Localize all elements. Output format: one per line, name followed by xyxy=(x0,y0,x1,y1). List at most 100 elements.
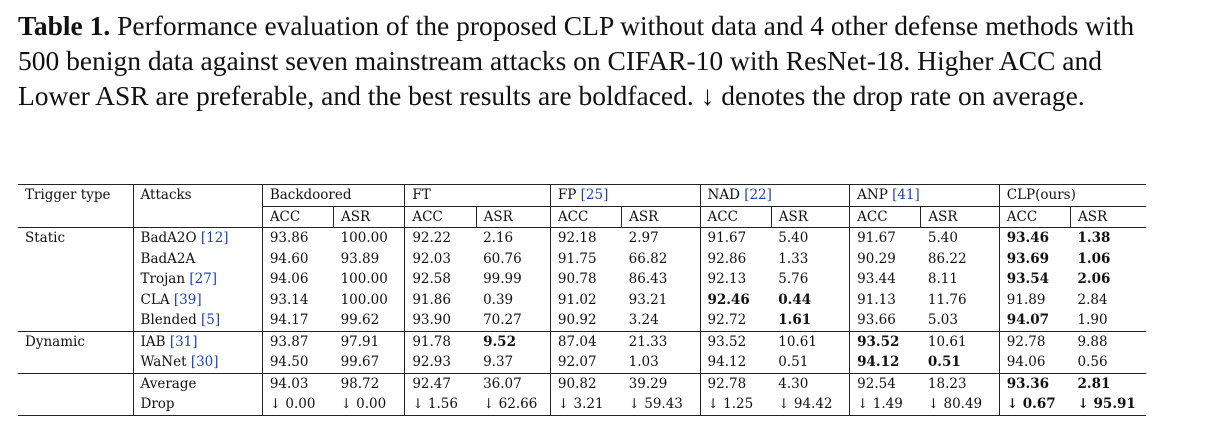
table-row: CLA [39] 93.14 100.00 91.86 0.39 91.02 93.21 92… xyxy=(18,289,1146,310)
asr-value-cell: 0.56 xyxy=(1077,354,1108,370)
acc-value-cell: 94.06 xyxy=(269,271,309,287)
header-asr: ASR xyxy=(333,206,406,228)
table-row: Drop ↓ 0.00 ↓ 0.00 ↓ 1.56 ↓ 62.66 ↓ 3.21 ↓ 59.… xyxy=(18,394,1146,416)
acc-value-cell: 92.18 xyxy=(550,227,622,249)
table-caption: Table 1. Performance evaluation of the p… xyxy=(18,8,1178,113)
trigger-type-cell xyxy=(18,248,134,269)
trigger-type-cell xyxy=(18,372,134,394)
acc-value-cell: 91.67 xyxy=(849,227,921,249)
asr-value-cell: 2.84 xyxy=(1077,291,1108,308)
asr-value-cell: 86.22 xyxy=(920,248,1000,269)
asr-value-cell: 1.03 xyxy=(621,352,701,373)
asr-value-cell: 4.30 xyxy=(771,372,851,394)
asr-value-cell: 39.29 xyxy=(621,372,701,394)
attack-name: IAB xyxy=(140,333,170,350)
asr-value-cell: 5.40 xyxy=(920,227,1000,249)
acc-value-cell: 90.78 xyxy=(557,271,597,287)
asr-value-cell: 99.62 xyxy=(333,310,406,331)
asr-value-cell: 70.27 xyxy=(476,310,551,331)
acc-value-cell: ↓ 1.56 xyxy=(404,394,477,416)
header-acc: ACC xyxy=(999,206,1072,228)
citation-link[interactable]: [27] xyxy=(189,271,218,287)
acc-value-cell: 93.52 xyxy=(849,330,921,352)
citation-link[interactable]: [30] xyxy=(190,354,219,370)
acc-value-cell: 93.54 xyxy=(1006,271,1050,287)
acc-value-cell: 90.92 xyxy=(557,312,597,328)
asr-value-cell: 100.00 xyxy=(333,227,406,249)
acc-value-cell: 92.86 xyxy=(707,250,747,267)
header-asr: ASR xyxy=(476,206,551,228)
citation-link[interactable]: [5] xyxy=(201,312,221,328)
header-method-anp: ANP [41] xyxy=(849,184,1000,207)
asr-value-cell: 99.99 xyxy=(476,269,551,290)
attack-name: BadA2O xyxy=(140,230,201,246)
citation-link[interactable]: [31] xyxy=(169,333,198,350)
table-row: BadA2A 94.60 93.89 92.03 60.76 91.75 66.82 92.8… xyxy=(18,248,1146,269)
acc-value-cell: 92.93 xyxy=(412,354,451,370)
attack-cell: WaNet [30] xyxy=(133,352,263,373)
asr-value-cell: 9.37 xyxy=(476,352,551,373)
acc-value-cell: 93.36 xyxy=(999,372,1071,394)
header-row-methods: Trigger type Attacks Backdoored FT FP [2… xyxy=(18,184,1146,207)
attack-cell: CLA [39] xyxy=(133,289,263,310)
asr-value-cell: ↓ 62.66 xyxy=(476,394,551,416)
acc-value-cell: 90.29 xyxy=(857,250,896,267)
attack-name: Average xyxy=(140,375,197,392)
asr-value-cell: 97.91 xyxy=(333,330,406,352)
asr-value-cell: ↓ 59.43 xyxy=(621,394,701,416)
acc-value-cell: 92.78 xyxy=(700,372,772,394)
citation-link[interactable]: [39] xyxy=(173,291,202,308)
citation-link[interactable]: [12] xyxy=(200,230,229,246)
table-row: Trojan [27] 94.06 100.00 92.58 99.99 90.78 86.… xyxy=(18,269,1146,290)
attack-cell: BadA2A xyxy=(133,248,263,269)
acc-value-cell: 92.78 xyxy=(999,330,1071,352)
asr-value-cell: 18.23 xyxy=(920,372,1000,394)
asr-value-cell: 2.06 xyxy=(1077,271,1111,287)
acc-value-cell: 94.03 xyxy=(262,372,334,394)
asr-value-cell: ↓ 80.49 xyxy=(920,394,1000,416)
attack-cell: Drop xyxy=(133,394,263,416)
asr-value-cell: 5.03 xyxy=(920,310,1000,331)
acc-value-cell: ↓ 3.21 xyxy=(550,394,622,416)
acc-value-cell: 92.54 xyxy=(849,372,921,394)
header-asr: ASR xyxy=(920,206,1000,228)
asr-value-cell: 0.44 xyxy=(771,289,851,310)
acc-value-cell: 94.60 xyxy=(269,250,309,267)
header-method-nad: NAD [22] xyxy=(700,184,851,207)
header-method-clp: CLP(ours) xyxy=(999,184,1146,207)
asr-value-cell: 93.89 xyxy=(333,248,406,269)
acc-value-cell: 94.12 xyxy=(707,354,747,370)
asr-value-cell: 0.51 xyxy=(920,352,1000,373)
acc-value-cell: 87.04 xyxy=(550,330,622,352)
asr-value-cell: ↓ 94.42 xyxy=(771,394,851,416)
asr-value-cell: 21.33 xyxy=(621,330,701,352)
header-acc: ACC xyxy=(404,206,477,228)
caption-label: Table 1. xyxy=(18,10,111,41)
header-acc: ACC xyxy=(849,206,922,228)
acc-value-cell: 91.89 xyxy=(1006,291,1046,308)
results-table: Trigger type Attacks Backdoored FT FP [2… xyxy=(18,184,1146,416)
attack-cell: BadA2O [12] xyxy=(133,227,263,249)
acc-value-cell: 94.50 xyxy=(269,354,309,370)
asr-value-cell: 5.40 xyxy=(771,227,851,249)
acc-value-cell: 93.90 xyxy=(412,312,451,328)
attack-cell: IAB [31] xyxy=(133,330,263,352)
acc-value-cell: 90.82 xyxy=(550,372,622,394)
header-asr: ASR xyxy=(1078,208,1108,225)
acc-value-cell: 91.78 xyxy=(404,330,477,352)
header-asr: ASR xyxy=(621,206,701,228)
attack-cell: Average xyxy=(133,372,263,394)
acc-value-cell: 93.46 xyxy=(999,227,1071,249)
attack-name: Drop xyxy=(140,396,175,412)
acc-value-cell: 93.14 xyxy=(269,291,309,308)
asr-value-cell: 66.82 xyxy=(621,248,701,269)
acc-value-cell: 92.72 xyxy=(707,312,747,328)
acc-value-cell: 92.22 xyxy=(404,227,477,249)
acc-value-cell: 92.47 xyxy=(404,372,477,394)
asr-value-cell: 1.38 xyxy=(1070,227,1146,249)
table-row: Blended [5] 94.17 99.62 93.90 70.27 90.92 3.24… xyxy=(18,310,1146,331)
header-attacks: Attacks xyxy=(133,184,263,206)
acc-value-cell: 91.86 xyxy=(412,291,451,308)
acc-value-cell: 92.03 xyxy=(412,250,451,267)
acc-value-cell: 91.67 xyxy=(700,227,772,249)
